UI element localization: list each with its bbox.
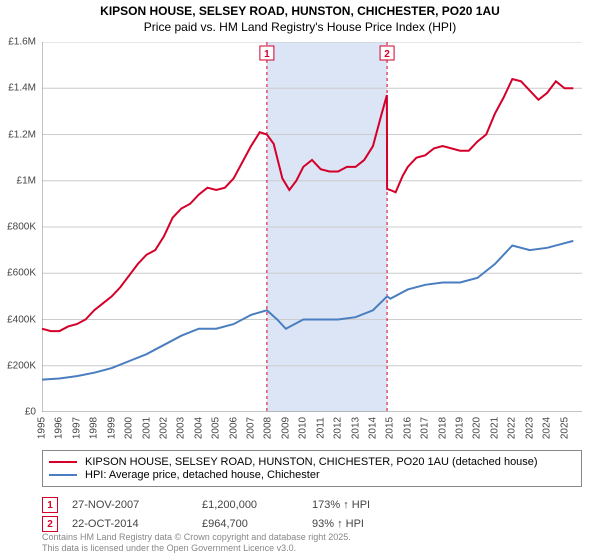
- x-tick-label: 1996: [54, 417, 65, 439]
- x-tick-label: 2002: [158, 417, 169, 439]
- chart-title: KIPSON HOUSE, SELSEY ROAD, HUNSTON, CHIC…: [0, 0, 600, 34]
- y-tick-label: £200K: [7, 360, 36, 371]
- x-tick-label: 2013: [350, 417, 361, 439]
- x-tick-label: 2021: [489, 417, 500, 439]
- y-tick-label: £800K: [7, 222, 36, 233]
- sale-row: 1 27-NOV-2007£1,200,000173% ↑ HPI: [42, 497, 582, 513]
- y-tick-label: £400K: [7, 314, 36, 325]
- x-tick-label: 2025: [559, 417, 570, 439]
- legend-label: KIPSON HOUSE, SELSEY ROAD, HUNSTON, CHIC…: [85, 456, 538, 468]
- y-tick-label: £1.6M: [8, 37, 36, 48]
- sale-price: £1,200,000: [202, 499, 312, 511]
- sale-price: £964,700: [202, 518, 312, 530]
- x-tick-label: 2003: [176, 417, 187, 439]
- x-tick-label: 1995: [37, 417, 48, 439]
- sale-marker: 1: [42, 497, 58, 513]
- x-tick-label: 2012: [333, 417, 344, 439]
- legend-swatch: [49, 461, 77, 463]
- y-tick-label: £0: [25, 407, 36, 418]
- footer-line-2: This data is licensed under the Open Gov…: [42, 543, 351, 554]
- x-tick-label: 2020: [472, 417, 483, 439]
- x-tick-label: 1998: [89, 417, 100, 439]
- x-tick-label: 2010: [298, 417, 309, 439]
- x-tick-label: 2017: [420, 417, 431, 439]
- legend-label: HPI: Average price, detached house, Chic…: [85, 469, 320, 481]
- x-tick-label: 1997: [71, 417, 82, 439]
- x-tick-label: 2004: [193, 417, 204, 439]
- y-tick-label: £1.2M: [8, 129, 36, 140]
- legend-item: HPI: Average price, detached house, Chic…: [49, 469, 575, 481]
- svg-text:1: 1: [264, 49, 270, 60]
- sale-pct: 173% ↑ HPI: [312, 499, 422, 511]
- x-tick-label: 2024: [542, 417, 553, 439]
- x-tick-label: 2000: [124, 417, 135, 439]
- chart-plot-area: 12: [42, 42, 582, 412]
- legend-swatch: [49, 474, 77, 476]
- x-tick-label: 2008: [263, 417, 274, 439]
- x-tick-label: 2023: [524, 417, 535, 439]
- legend: KIPSON HOUSE, SELSEY ROAD, HUNSTON, CHIC…: [42, 450, 582, 487]
- sale-events: 1 27-NOV-2007£1,200,000173% ↑ HPI 2 22-OCT-…: [42, 494, 582, 535]
- x-tick-label: 2001: [141, 417, 152, 439]
- x-tick-label: 2015: [385, 417, 396, 439]
- y-tick-label: £1M: [17, 175, 36, 186]
- y-tick-label: £600K: [7, 268, 36, 279]
- x-tick-label: 1999: [106, 417, 117, 439]
- sale-date: 22-OCT-2014: [72, 518, 202, 530]
- x-tick-label: 2016: [402, 417, 413, 439]
- y-axis-ticks: £0£200K£400K£600K£800K£1M£1.2M£1.4M£1.6M: [0, 42, 40, 412]
- sale-row: 2 22-OCT-2014£964,70093% ↑ HPI: [42, 516, 582, 532]
- sale-marker: 2: [42, 516, 58, 532]
- x-axis-ticks: 1995199619971998199920002001200220032004…: [42, 414, 582, 444]
- x-tick-label: 2018: [437, 417, 448, 439]
- x-tick-label: 2011: [315, 417, 326, 439]
- x-tick-label: 2009: [280, 417, 291, 439]
- title-line-2: Price paid vs. HM Land Registry's House …: [0, 20, 600, 34]
- title-line-1: KIPSON HOUSE, SELSEY ROAD, HUNSTON, CHIC…: [0, 4, 600, 18]
- legend-item: KIPSON HOUSE, SELSEY ROAD, HUNSTON, CHIC…: [49, 456, 575, 468]
- sale-date: 27-NOV-2007: [72, 499, 202, 511]
- x-tick-label: 2007: [246, 417, 257, 439]
- svg-text:2: 2: [384, 49, 390, 60]
- attribution-footer: Contains HM Land Registry data © Crown c…: [42, 532, 351, 554]
- x-tick-label: 2005: [211, 417, 222, 439]
- y-tick-label: £1.4M: [8, 83, 36, 94]
- x-tick-label: 2019: [455, 417, 466, 439]
- footer-line-1: Contains HM Land Registry data © Crown c…: [42, 532, 351, 543]
- x-tick-label: 2014: [367, 417, 378, 439]
- x-tick-label: 2022: [507, 417, 518, 439]
- x-tick-label: 2006: [228, 417, 239, 439]
- sale-pct: 93% ↑ HPI: [312, 518, 422, 530]
- chart-svg: 12: [42, 42, 582, 412]
